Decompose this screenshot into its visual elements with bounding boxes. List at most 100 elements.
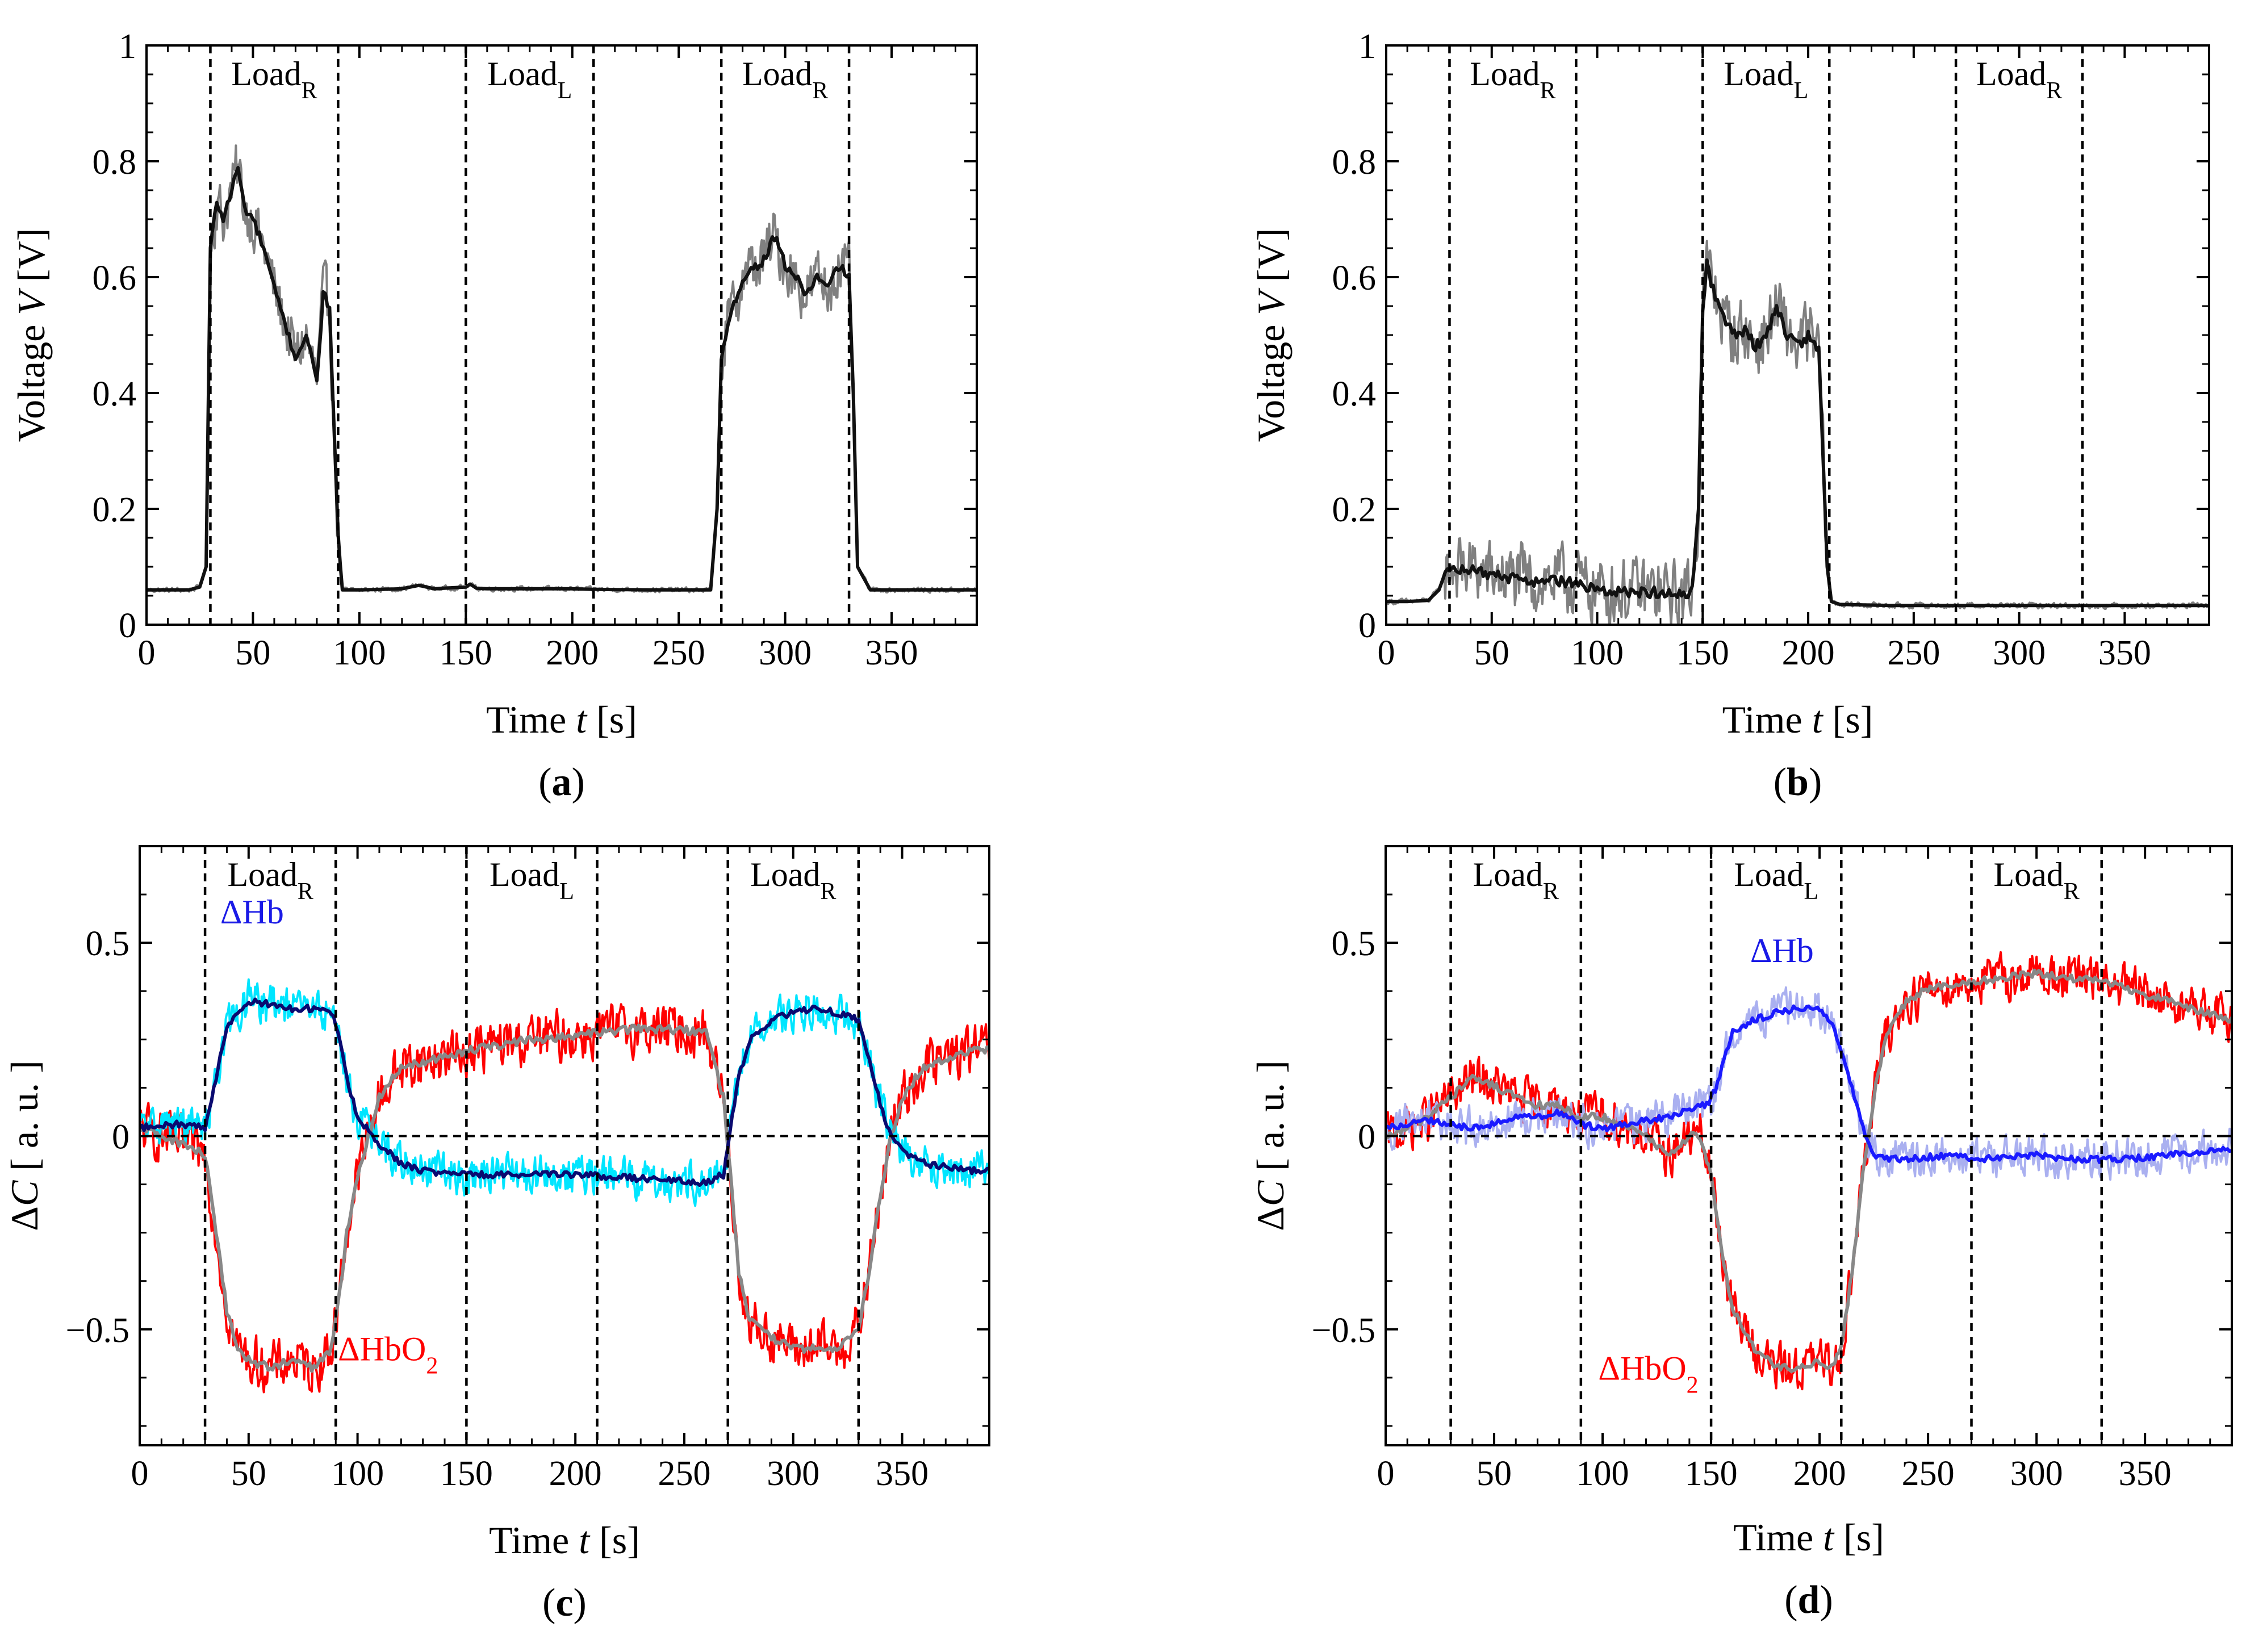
y-tick-label: 0.4: [1332, 375, 1377, 413]
x-tick-label: 250: [1887, 634, 1940, 672]
panel-caption: (b): [1774, 760, 1822, 804]
x-tick-label: 100: [331, 1454, 384, 1493]
x-tick-label: 100: [1576, 1454, 1629, 1493]
y-tick-label: 0.8: [93, 143, 137, 182]
y-tick-label: −0.5: [66, 1311, 129, 1350]
x-tick-label: 50: [1474, 634, 1509, 672]
y-tick-label: 0.4: [93, 375, 137, 413]
interval-label: LoadL: [1724, 55, 1808, 104]
y-tick-label: 0: [119, 607, 136, 645]
series-raw-1: [1386, 240, 2209, 625]
panel-d: LoadR LoadL LoadR ΔHb ΔHbO2 0 50 100 150 200 250 30…: [1249, 845, 2233, 1622]
x-tick-label: 150: [440, 1454, 493, 1493]
x-tick-label: 350: [876, 1454, 928, 1493]
panel-caption: (c): [542, 1581, 587, 1625]
x-tick-label: 350: [2119, 1454, 2172, 1493]
plot-area: [1386, 240, 2209, 625]
x-axis-label: Time t [s]: [1733, 1516, 1884, 1559]
x-tick-label: 150: [440, 634, 492, 672]
series-label: ΔHbO2: [1598, 1349, 1698, 1398]
x-tick-label: 250: [658, 1454, 710, 1493]
panel-caption: (d): [1784, 1578, 1833, 1622]
x-tick-label: 0: [138, 634, 156, 672]
x-axis-label: Time t [s]: [486, 698, 637, 741]
x-tick-label: 50: [231, 1454, 266, 1493]
x-tick-label: 0: [131, 1454, 149, 1493]
y-axis-label: Voltage V [V]: [10, 228, 53, 442]
interval-label: LoadL: [487, 55, 572, 104]
y-tick-label: 0.2: [1332, 491, 1377, 529]
interval-label: LoadR: [228, 856, 313, 905]
y-tick-label: 0.8: [1332, 143, 1377, 182]
series-raw-1: [1386, 951, 2232, 1391]
series-line-2: [1386, 1004, 2232, 1164]
series-raw-1: [140, 1003, 989, 1394]
panel-b: LoadR LoadL LoadR 0 50 100 150 200 250 300 350 0 0.2…: [1249, 27, 2210, 804]
y-tick-label: 1: [119, 27, 136, 66]
x-tick-label: 0: [1378, 634, 1395, 672]
interval-label: LoadR: [1473, 856, 1559, 905]
x-tick-label: 300: [2010, 1454, 2063, 1493]
panel-caption: (a): [538, 760, 585, 804]
y-tick-label: 0.5: [1332, 925, 1376, 963]
panel-a: LoadR LoadL LoadR 0 50 100 150 200 250 300 350 0 0.2…: [10, 27, 978, 804]
x-tick-label: 150: [1676, 634, 1729, 672]
axes-frame: [139, 845, 990, 1446]
interval-label: LoadL: [1734, 856, 1818, 905]
series-label: ΔHb: [220, 893, 284, 931]
y-tick-label: 0.6: [1332, 259, 1377, 298]
y-tick-label: 0.5: [86, 925, 130, 963]
x-tick-label: 250: [653, 634, 705, 672]
series-label: ΔHbO2: [338, 1330, 438, 1379]
x-tick-label: 150: [1685, 1454, 1738, 1493]
series-raw-2: [140, 978, 989, 1207]
x-tick-label: 300: [759, 634, 812, 672]
series-raw-2: [1386, 986, 2232, 1181]
x-tick-label: 200: [549, 1454, 602, 1493]
series-line-1: [1386, 258, 2209, 608]
x-axis-label: Time t [s]: [489, 1519, 640, 1562]
plot-area: [140, 978, 989, 1394]
series-line-1: [147, 166, 977, 592]
y-tick-label: 0.2: [93, 491, 137, 529]
y-tick-label: 0: [1358, 607, 1376, 645]
y-tick-label: 1: [1358, 27, 1376, 66]
x-tick-label: 250: [1902, 1454, 1955, 1493]
interval-label: LoadR: [231, 55, 317, 104]
y-axis-label: ΔC [ a. u. ]: [1249, 1060, 1292, 1231]
y-axis-label: ΔC [ a. u. ]: [3, 1060, 46, 1231]
interval-label: LoadR: [1976, 55, 2062, 104]
x-tick-label: 200: [1782, 634, 1835, 672]
x-axis-label: Time t [s]: [1722, 698, 1873, 741]
x-tick-label: 100: [1571, 634, 1624, 672]
plot-area: [1386, 951, 2232, 1391]
x-tick-label: 50: [235, 634, 270, 672]
y-tick-label: 0.6: [93, 259, 137, 298]
x-tick-label: 100: [333, 634, 386, 672]
x-tick-label: 50: [1477, 1454, 1512, 1493]
series-label: ΔHb: [1750, 932, 1814, 969]
series-line-2: [140, 997, 989, 1187]
interval-label: LoadR: [750, 856, 836, 905]
interval-label: LoadR: [1470, 55, 1555, 104]
x-tick-label: 350: [865, 634, 918, 672]
y-tick-label: 0: [112, 1118, 129, 1156]
interval-label: LoadR: [742, 55, 828, 104]
series-line-1: [140, 1023, 989, 1373]
x-tick-label: 200: [546, 634, 599, 672]
y-tick-label: 0: [1358, 1118, 1375, 1156]
x-tick-label: 200: [1793, 1454, 1846, 1493]
x-tick-label: 300: [767, 1454, 819, 1493]
series-line-1: [1386, 968, 2232, 1373]
axes-frame: [1385, 845, 2233, 1446]
plot-area: [147, 144, 977, 594]
y-axis-label: Voltage V [V]: [1249, 228, 1293, 442]
x-tick-label: 0: [1377, 1454, 1395, 1493]
x-tick-label: 300: [1993, 634, 2046, 672]
interval-label: LoadR: [1994, 856, 2080, 905]
x-tick-label: 350: [2098, 634, 2151, 672]
y-tick-label: −0.5: [1312, 1311, 1375, 1350]
interval-label: LoadL: [490, 856, 574, 905]
